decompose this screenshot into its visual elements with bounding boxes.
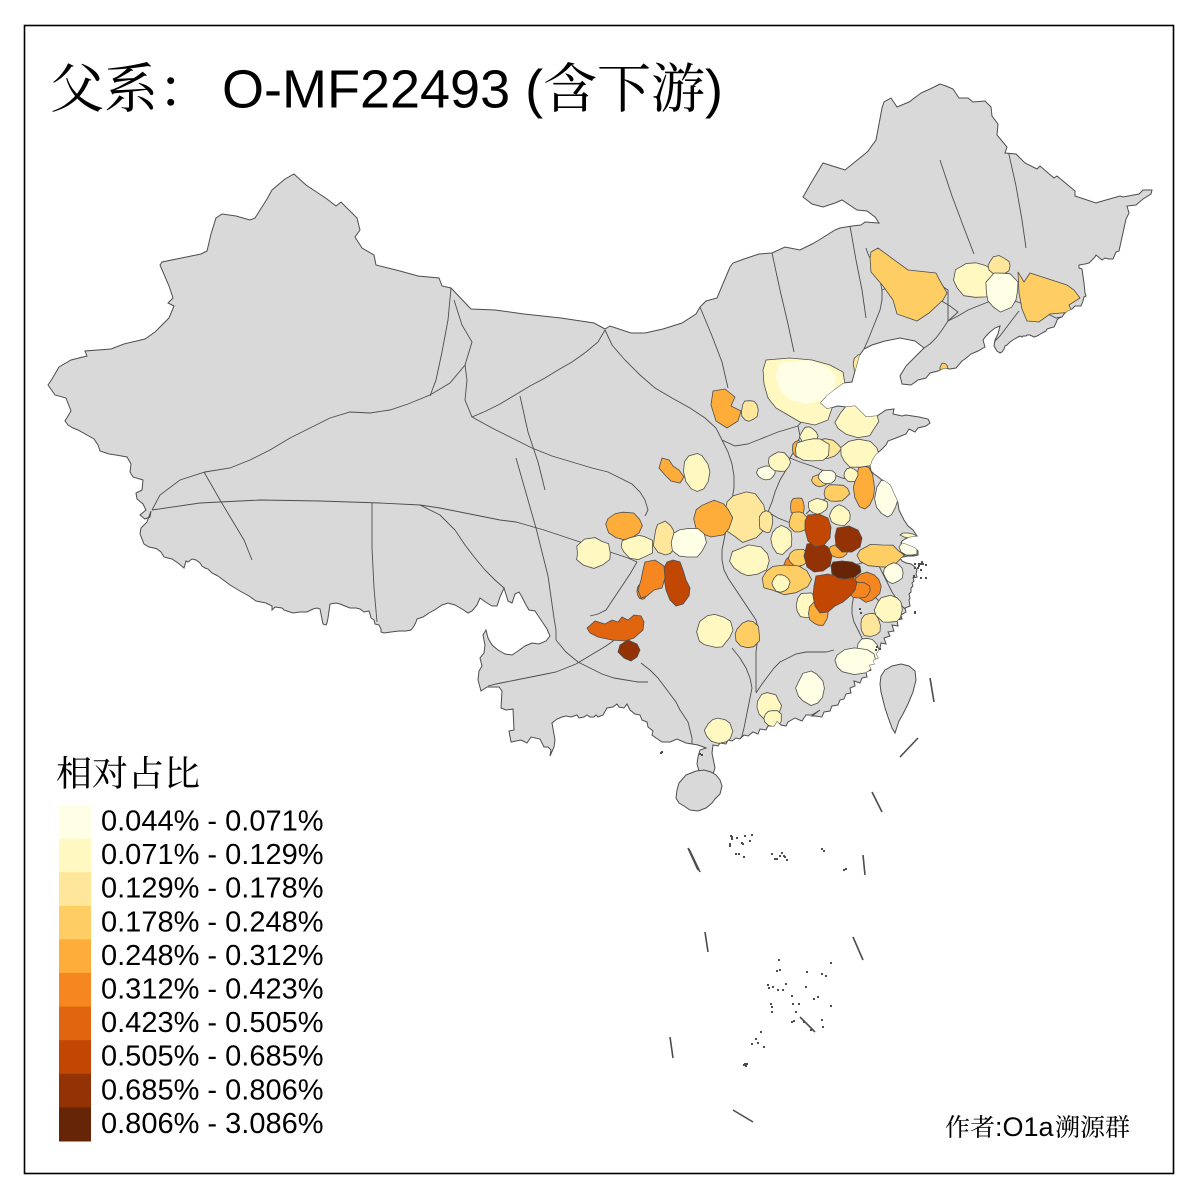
svg-text:0.071% - 0.129%: 0.071% - 0.129% <box>101 839 323 871</box>
svg-text:0.044% - 0.071%: 0.044% - 0.071% <box>101 806 323 838</box>
svg-text:0.129% - 0.178%: 0.129% - 0.178% <box>101 873 323 905</box>
svg-text:0.505% - 0.685%: 0.505% - 0.685% <box>101 1041 323 1073</box>
svg-text:0.806% - 3.086%: 0.806% - 3.086% <box>101 1108 323 1140</box>
svg-text:0.312% - 0.423%: 0.312% - 0.423% <box>101 974 323 1006</box>
svg-text::O1a: :O1a <box>995 1112 1055 1142</box>
svg-text:O-MF22493 (: O-MF22493 ( <box>222 60 543 120</box>
svg-text:0.685% - 0.806%: 0.685% - 0.806% <box>101 1074 323 1106</box>
svg-text:): ) <box>705 60 723 120</box>
svg-text:0.178% - 0.248%: 0.178% - 0.248% <box>101 906 323 938</box>
svg-text:0.423% - 0.505%: 0.423% - 0.505% <box>101 1007 323 1039</box>
svg-text:0.248% - 0.312%: 0.248% - 0.312% <box>101 940 323 972</box>
